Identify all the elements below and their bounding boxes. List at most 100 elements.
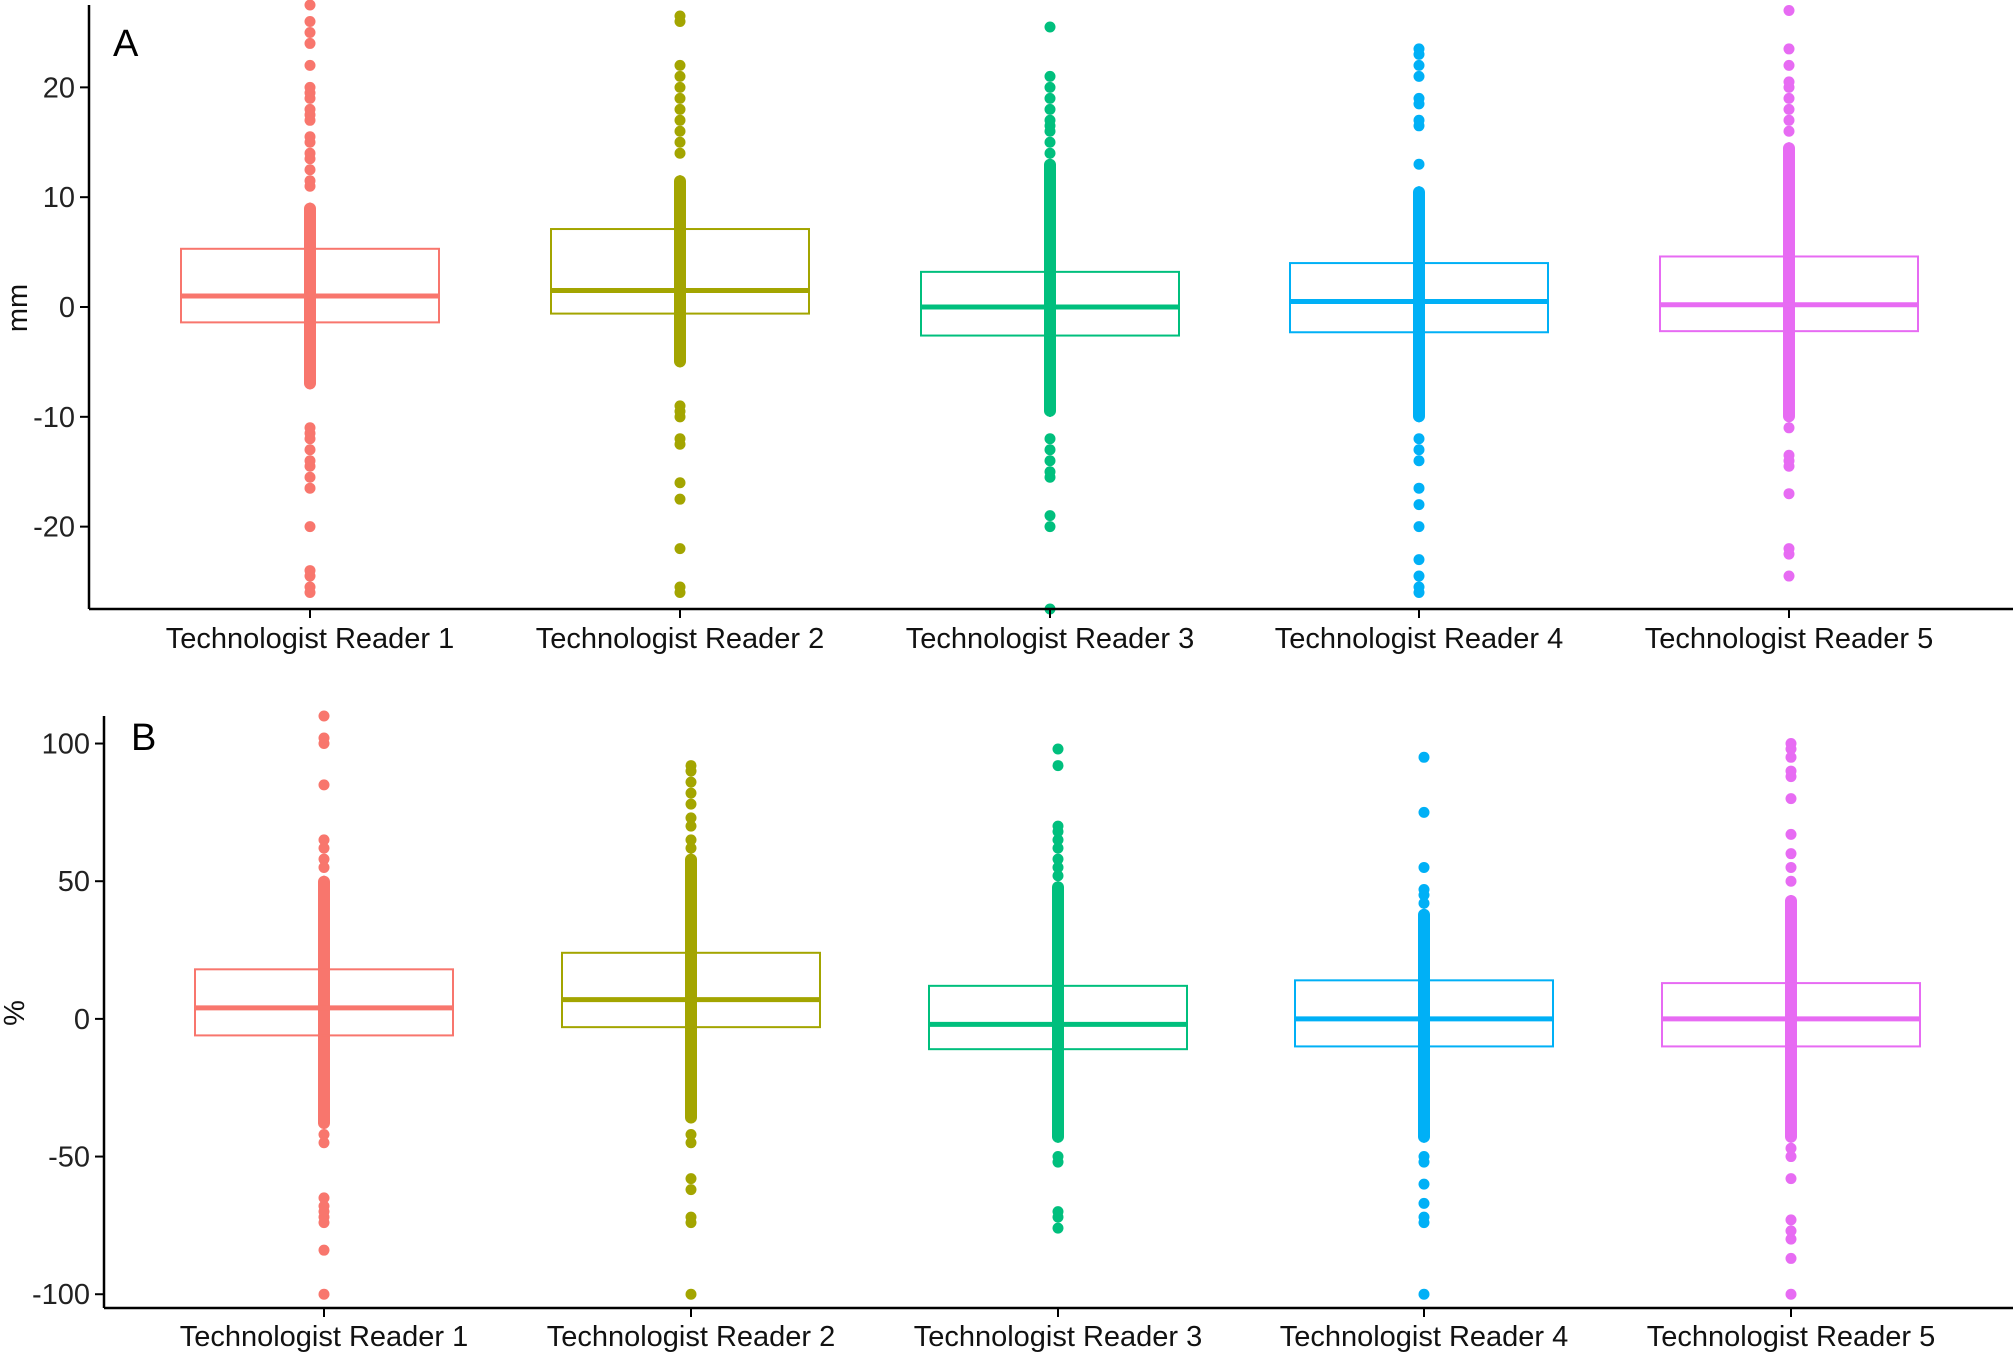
panel-b-data-point <box>1785 1151 1797 1163</box>
panel-a-data-point <box>1413 455 1425 467</box>
panel-b-data-point <box>318 1137 330 1149</box>
panel-a-data-point <box>1413 433 1425 445</box>
panel-a-data-point <box>1044 147 1056 159</box>
panel-a-data-point <box>304 0 316 11</box>
panel-a-data-point <box>1413 521 1425 533</box>
panel-b-data-point <box>1418 1151 1430 1163</box>
panel-a-data-point <box>1783 103 1795 115</box>
panel-b-data-point <box>1418 806 1430 818</box>
panel-a-data-point <box>674 136 686 148</box>
panel-b-data-point <box>1418 1178 1430 1190</box>
panel-b-x-tick-label: Technologist Reader 4 <box>1280 1321 1569 1353</box>
panel-a-x-tick-label: Technologist Reader 2 <box>536 623 825 655</box>
panel-b-point-column <box>685 853 697 1124</box>
panel-b-data-point <box>685 834 697 846</box>
panel-b-point-column <box>1052 881 1064 1143</box>
panel-b-data-point <box>1418 751 1430 763</box>
panel-b-data-point <box>318 842 330 854</box>
panel-b-data-point <box>318 779 330 791</box>
panel-b-point-column <box>318 875 330 1130</box>
panel-b-point-column <box>1418 908 1430 1143</box>
panel-b-data-point <box>318 861 330 873</box>
panel-b-data-point <box>1785 875 1797 887</box>
panel-b-x-ticks: Technologist Reader 1 Technologist Reader… <box>180 1308 1936 1353</box>
panel-b-data-point <box>318 834 330 846</box>
panel-a-data-point <box>1783 59 1795 71</box>
panel-a-x-tick-label: Technologist Reader 3 <box>906 623 1195 655</box>
panel-b-box <box>1294 979 1554 1048</box>
panel-a-data-point <box>1044 81 1056 93</box>
panel-a-x-tick-label: Technologist Reader 4 <box>1275 623 1564 655</box>
panel-a-data-point <box>674 125 686 137</box>
panel-a-data-point <box>1413 70 1425 82</box>
panel-b-data-point <box>318 853 330 865</box>
panel-a-data-point <box>1783 488 1795 500</box>
panel-b-data-point <box>1785 1252 1797 1264</box>
panel-a-data-point <box>1783 114 1795 126</box>
panel-b-data-point <box>1785 861 1797 873</box>
panel-a-data-point <box>1413 444 1425 456</box>
panel-b-data-point <box>1785 738 1797 750</box>
panel-b-data-point <box>685 1184 697 1196</box>
panel-b-data-point <box>1418 897 1430 909</box>
panel-b-data-point <box>1418 883 1430 895</box>
panel-a-data-point <box>674 147 686 159</box>
panel-a-data-point <box>1413 499 1425 511</box>
panel-a-y-tick-label: -10 <box>33 402 75 434</box>
panel-a-data-point <box>1783 4 1795 16</box>
panel-a-data-point <box>1044 21 1056 33</box>
panel-b-data-point <box>1052 853 1064 865</box>
panel-a-box <box>1289 262 1549 334</box>
panel-a-data-point <box>304 422 316 434</box>
panel-a-data-point <box>304 147 316 159</box>
panel-a-point-column <box>674 175 686 368</box>
panel-a-point-column <box>1783 142 1795 423</box>
panel-b-letter: B <box>131 717 156 759</box>
panel-b-data-point <box>1052 1151 1064 1163</box>
panel-b-data-point <box>318 732 330 744</box>
panel-a-data-point <box>1783 125 1795 137</box>
panel-a-data-point <box>674 81 686 93</box>
panel-a-data-point <box>304 59 316 71</box>
panel-a-y-ticks: -20 -10 0 10 20 <box>33 72 89 544</box>
panel-a-data-point <box>674 543 686 555</box>
panel-a-data-point <box>674 493 686 505</box>
panel-a-point-column <box>1044 158 1056 417</box>
panel-b-data-point <box>1785 1142 1797 1154</box>
panel-b-data-point <box>685 787 697 799</box>
panel-a-data-point <box>304 455 316 467</box>
panel-a-data-point <box>674 477 686 489</box>
panel-a-x-ticks: Technologist Reader 1 Technologist Reader… <box>166 609 1933 655</box>
panel-b-data-point <box>685 812 697 824</box>
panel-b-y-tick-label: -50 <box>48 1142 90 1174</box>
panel-b-data-point <box>1785 848 1797 860</box>
panel-b-data-point <box>1785 793 1797 805</box>
panel-b-data-point <box>318 710 330 722</box>
panel-b-data-point <box>1052 1222 1064 1234</box>
panel-b-data-point <box>685 1288 697 1300</box>
panel-a-y-axis-title: mm <box>2 284 34 332</box>
panel-a-data-point <box>674 92 686 104</box>
panel-a-box <box>550 228 810 315</box>
panel-a-data-point <box>304 444 316 456</box>
panel-b-data-point <box>1052 760 1064 772</box>
panel-b-marks <box>194 710 1921 1300</box>
panel-b-x-tick-label: Technologist Reader 5 <box>1647 1321 1936 1353</box>
panel-a-data-point <box>674 10 686 22</box>
panel-b-data-point <box>1418 1197 1430 1209</box>
panel-a-y-tick-label: 0 <box>59 292 75 324</box>
panel-a-data-point <box>304 565 316 577</box>
panel-b-data-point <box>685 776 697 788</box>
panel-b-y-tick-label: 0 <box>74 1004 90 1036</box>
panel-b-data-point <box>1052 842 1064 854</box>
panel-a-box <box>920 270 1180 337</box>
panel-b-data-point <box>1052 820 1064 832</box>
panel-a-data-point <box>304 15 316 27</box>
panel-a-letter: A <box>113 23 139 65</box>
panel-b-data-point <box>318 1129 330 1141</box>
panel-b-x-tick-label: Technologist Reader 3 <box>914 1321 1203 1353</box>
